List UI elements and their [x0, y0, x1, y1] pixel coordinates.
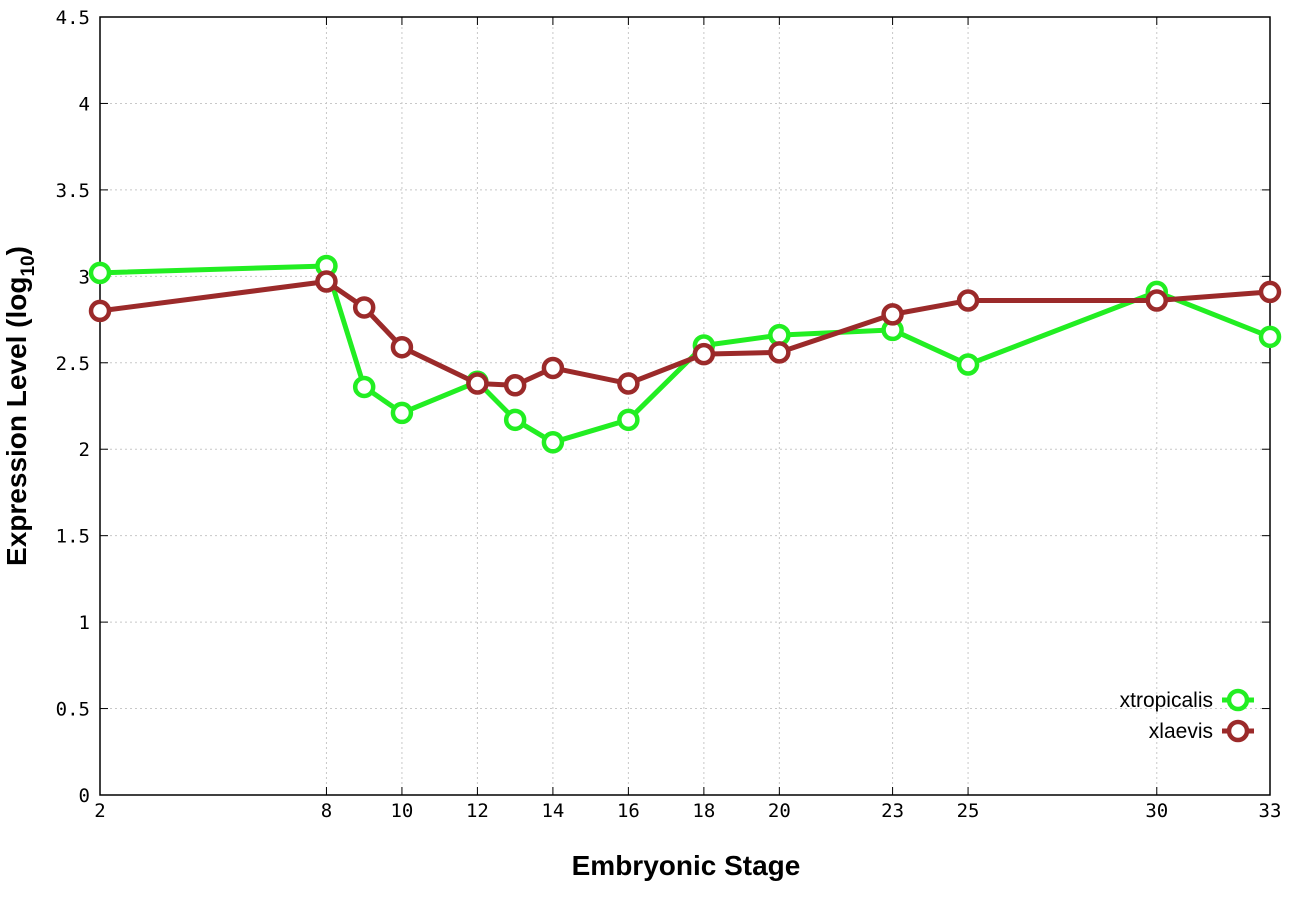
plot-area-frame — [99, 16, 1271, 796]
data-point — [503, 374, 527, 397]
series-line — [99, 279, 1271, 388]
x-tick-label: 23 — [881, 800, 904, 822]
grid — [100, 17, 1270, 795]
x-tick-label: 20 — [768, 800, 791, 822]
legend-marker — [1226, 688, 1250, 712]
x-tick-label: 10 — [390, 800, 413, 822]
axis-ticks: 0 0.5 1 1.5 2 2.5 3 3.5 4 4.5 2 8 10 12 14 16 18 20 23 25 30… — [56, 7, 1282, 822]
series-xlaevis — [88, 270, 1282, 397]
data-point — [881, 303, 904, 326]
data-point — [956, 289, 980, 312]
x-tick-label: 18 — [692, 800, 715, 822]
series-layer — [88, 254, 1282, 454]
data-point — [1258, 325, 1282, 349]
y-axis-title-subscript: 10 — [18, 255, 39, 276]
data-point — [541, 356, 565, 380]
x-tick-label: 14 — [541, 800, 564, 822]
x-tick-label: 25 — [957, 800, 980, 822]
x-tick-label: 16 — [617, 800, 640, 822]
y-tick-label: 2 — [79, 439, 90, 461]
data-point — [956, 353, 980, 376]
y-tick-label: 1 — [79, 612, 90, 634]
data-point — [617, 408, 640, 432]
y-tick-label: 3 — [79, 266, 90, 288]
y-axis-title-main: Expression Level (log — [1, 277, 32, 566]
y-axis-title-close: ) — [1, 246, 32, 255]
data-point — [390, 401, 414, 425]
x-tick-label: 33 — [1259, 800, 1282, 822]
x-tick-label: 8 — [321, 800, 332, 822]
data-point — [390, 335, 414, 359]
data-point — [541, 431, 565, 454]
legend-item-xlaevis: xlaevis — [1149, 719, 1254, 743]
data-point — [352, 296, 376, 319]
y-tick-label: 4.5 — [56, 7, 90, 29]
data-point — [88, 261, 112, 285]
y-tick-label: 1.5 — [56, 526, 90, 548]
data-point — [1145, 289, 1169, 312]
y-tick-label: 0 — [79, 785, 90, 807]
y-axis-title: Expression Level (log10) — [1, 246, 39, 566]
legend-item-xtropicalis: xtropicalis — [1120, 688, 1254, 712]
data-point — [692, 342, 716, 366]
y-tick-label: 2.5 — [56, 353, 90, 375]
data-point — [466, 372, 489, 395]
y-tick-label: 3.5 — [56, 180, 90, 202]
y-tick-label: 4 — [79, 93, 90, 115]
y-tick-label: 0.5 — [56, 699, 90, 721]
x-axis-title: Embryonic Stage — [572, 850, 801, 881]
series-line — [99, 263, 1271, 445]
data-point — [352, 375, 376, 399]
data-point — [1258, 280, 1282, 304]
data-point — [88, 299, 112, 323]
x-tick-label: 2 — [94, 800, 105, 822]
series-xtropicalis — [88, 254, 1282, 454]
legend-label: xlaevis — [1149, 720, 1213, 743]
data-point — [503, 408, 527, 432]
legend: xtropicalis xlaevis — [1120, 688, 1254, 743]
x-tick-label: 12 — [466, 800, 489, 822]
data-point — [768, 341, 791, 364]
legend-marker — [1226, 719, 1250, 743]
x-tick-label: 30 — [1145, 800, 1168, 822]
data-point — [315, 270, 338, 293]
data-point — [617, 372, 640, 395]
legend-label: xtropicalis — [1120, 689, 1213, 712]
